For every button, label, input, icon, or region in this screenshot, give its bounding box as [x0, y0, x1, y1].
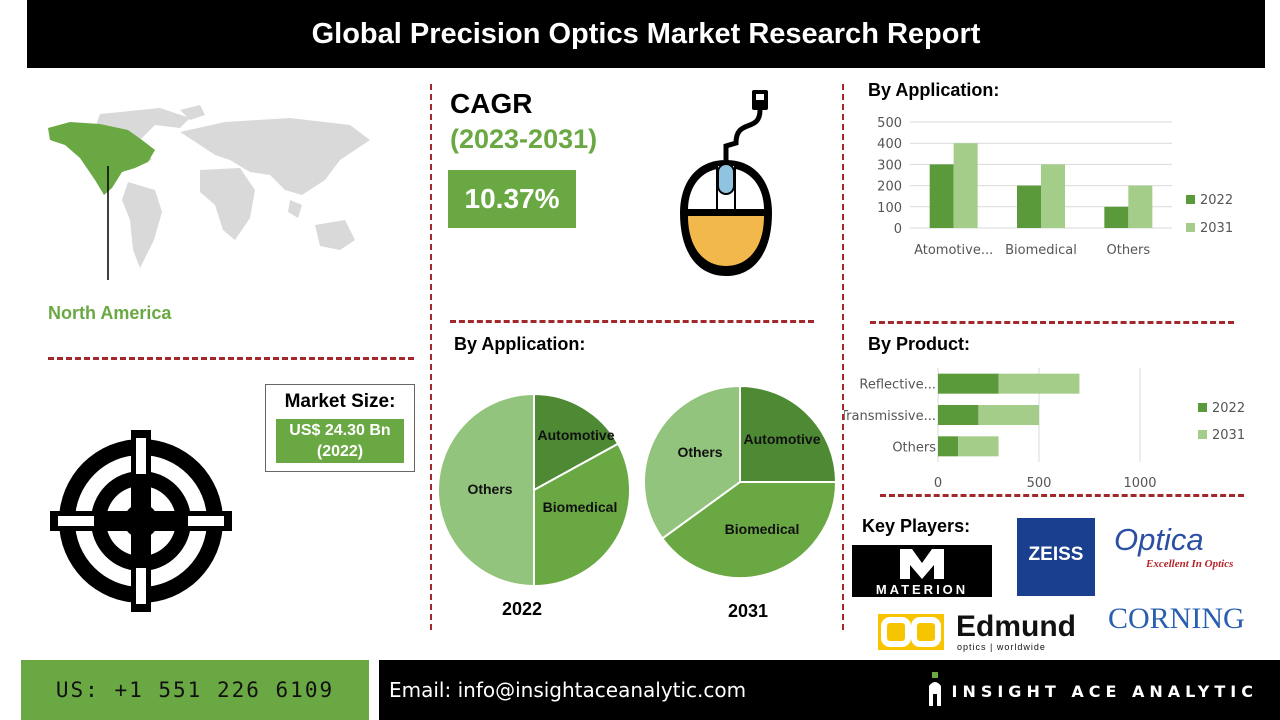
divider-right-lower: [880, 494, 1244, 497]
bar-2022: [938, 405, 979, 425]
bar-2022: [938, 436, 959, 457]
y-tick-label: Reflective...: [859, 378, 936, 393]
divider-right-upper: [870, 321, 1234, 324]
y-tick-label: 100: [877, 201, 902, 216]
bar-2022: [938, 373, 999, 394]
pie-slice-biomedical: [660, 481, 838, 579]
optica-logo: Optica Excellent In Optics: [1114, 524, 1254, 584]
bar-2031: [958, 436, 999, 457]
application-pie-charts: Automotive Biomedical Others Automotive Biom…: [437, 384, 838, 588]
crosshair-target-icon: [50, 430, 232, 612]
x-tick-label: Atomotive...: [914, 243, 993, 258]
world-map-icon: [48, 105, 370, 280]
legend-label: 2031: [1212, 428, 1245, 443]
pie-slice-automotive: [739, 384, 838, 483]
region-label: North America: [48, 303, 172, 323]
bar-2031: [1128, 185, 1153, 228]
materion-logo-text: MATERION: [876, 582, 968, 597]
y-tick-label: 0: [894, 222, 902, 237]
y-tick-label: 500: [877, 116, 902, 131]
application-bar-chart-title: By Application:: [868, 80, 1000, 100]
x-tick-label: Biomedical: [1005, 243, 1077, 258]
footer-brand: INSIGHT ACE ANALYTIC: [951, 682, 1258, 701]
edmund-logo-tagline: optics | worldwide: [957, 642, 1046, 652]
pie-label: Automotive: [538, 427, 615, 443]
pie-label: Biomedical: [543, 499, 618, 515]
x-tick-label: 500: [1027, 476, 1052, 491]
edmund-logo-mark: [878, 614, 944, 650]
pie-slice-others: [643, 384, 741, 540]
y-tick-label: 400: [877, 137, 902, 152]
divider-middle: [450, 320, 814, 323]
legend-label: 2031: [1200, 221, 1233, 236]
computer-mouse-icon: [680, 90, 772, 276]
legend-swatch: [1186, 223, 1195, 232]
market-size-value: US$ 24.30 Bn (2022): [276, 419, 404, 463]
divider-map: [48, 357, 414, 360]
pie-label: Others: [467, 481, 512, 497]
legend-swatch: [1198, 430, 1207, 439]
footer-phone[interactable]: US: +1 551 226 6109: [55, 678, 335, 702]
market-size-amount: US$ 24.30 Bn: [289, 422, 391, 439]
application-bar-chart: 0 100 200 300 400 500 Atomotive... Biomedical Ot…: [877, 116, 1233, 258]
divider-right: [842, 84, 844, 630]
optica-logo-text: Optica: [1114, 522, 1204, 557]
pie-year-2031: 2031: [728, 601, 769, 621]
report-title-bar: Global Precision Optics Market Research …: [27, 0, 1265, 68]
divider-left: [430, 84, 432, 630]
y-tick-label: Transmissive...: [844, 409, 936, 424]
pie-slice-biomedical: [533, 442, 631, 588]
product-bar-chart: 0 500 1000 Reflective... Transmissive... Othe…: [844, 368, 1245, 491]
cagr-value: 10.37%: [464, 183, 560, 214]
legend-label: 2022: [1212, 401, 1245, 416]
edmund-logo-text: Edmund: [956, 610, 1076, 643]
footer-phone-bar: US: +1 551 226 6109: [21, 660, 369, 720]
cagr-label: CAGR: [450, 88, 533, 119]
pie-label: Others: [677, 444, 722, 460]
bar-2031: [1041, 164, 1065, 228]
y-tick-label: 200: [877, 180, 902, 195]
optica-tagline: Excellent In Optics: [1146, 558, 1234, 570]
pie-label: Automotive: [744, 431, 821, 447]
market-size-year: (2022): [316, 443, 364, 460]
materion-logo: MATERION: [852, 545, 992, 597]
zeiss-logo-text: ZEISS: [1028, 544, 1084, 565]
legend-swatch: [1186, 195, 1195, 204]
x-tick-label: 1000: [1123, 476, 1156, 491]
zeiss-logo: ZEISS: [1017, 518, 1095, 596]
bar-2031: [978, 405, 1039, 425]
bar-2031: [953, 143, 978, 228]
key-players-title: Key Players:: [862, 516, 971, 536]
cagr-years: (2023-2031): [450, 124, 598, 154]
cagr-value-box: 10.37%: [448, 170, 576, 228]
product-bar-chart-title: By Product:: [868, 334, 971, 354]
legend-swatch: [1198, 403, 1207, 412]
footer-contact-bar: Email: info@insightaceanalytic.com INSIG…: [379, 660, 1280, 720]
y-tick-label: 300: [877, 158, 902, 173]
footer-email[interactable]: Email: info@insightaceanalytic.com: [389, 678, 747, 702]
bar-2022: [1104, 206, 1129, 228]
x-tick-label: 0: [934, 476, 942, 491]
market-size-box: Market Size: US$ 24.30 Bn (2022): [265, 384, 415, 472]
legend-label: 2022: [1200, 193, 1233, 208]
report-title: Global Precision Optics Market Research …: [311, 17, 981, 50]
bar-2022: [929, 164, 954, 228]
y-tick-label: Others: [892, 440, 936, 455]
pie-year-2022: 2022: [502, 599, 543, 619]
bar-2031: [998, 373, 1080, 394]
pie-label: Biomedical: [725, 521, 800, 537]
pie-slice-automotive: [533, 392, 620, 492]
bar-2022: [1017, 185, 1041, 228]
corning-logo: CORNING: [1108, 602, 1245, 635]
application-pie-title: By Application:: [454, 334, 586, 354]
insight-ace-logo-icon: [929, 672, 941, 706]
x-tick-label: Others: [1106, 243, 1150, 258]
market-size-title: Market Size:: [284, 391, 396, 412]
pie-slice-others: [437, 392, 535, 588]
